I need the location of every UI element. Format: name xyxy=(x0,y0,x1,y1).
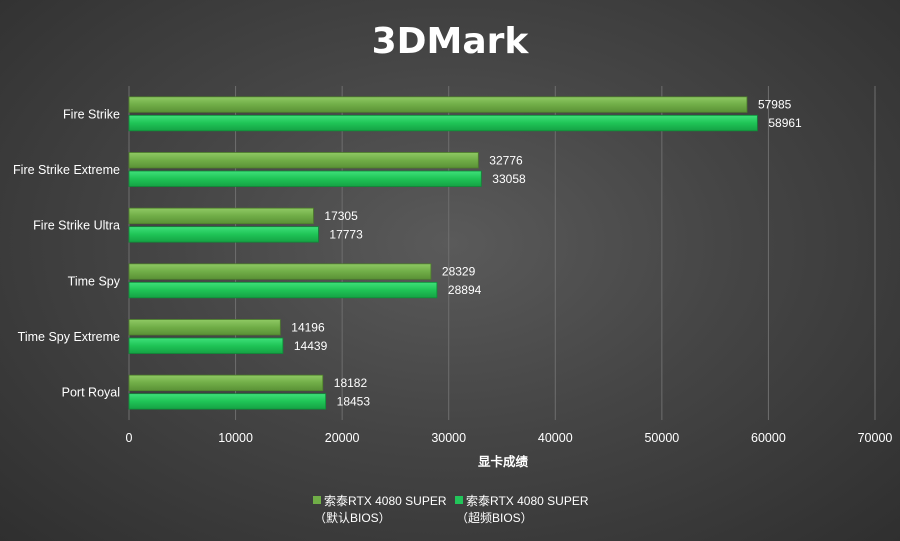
bars xyxy=(128,96,758,410)
x-tick-label: 60000 xyxy=(751,431,786,445)
bar-series-2 xyxy=(128,393,327,410)
value-label: 57985 xyxy=(758,98,792,112)
x-tick-label: 20000 xyxy=(325,431,360,445)
category-label: Fire Strike Ultra xyxy=(33,219,120,233)
bar-series-2 xyxy=(128,337,284,354)
category-label: Time Spy xyxy=(68,274,121,288)
bar-series-1 xyxy=(128,152,479,169)
value-label: 32776 xyxy=(489,153,523,167)
bar-series-1 xyxy=(128,263,432,280)
value-label: 28894 xyxy=(448,283,482,297)
category-label: Fire Strike Extreme xyxy=(13,163,120,177)
data-labels: 57985 58961 32776 33058 17305 17773 28329 28894… xyxy=(291,98,802,409)
bar-series-2 xyxy=(128,114,758,132)
value-label: 14439 xyxy=(294,339,328,353)
value-label: 18182 xyxy=(334,376,368,390)
x-tick-label: 70000 xyxy=(858,431,893,445)
bar-series-2 xyxy=(128,226,319,243)
value-label: 17773 xyxy=(329,227,363,241)
chart-title: 3DMark xyxy=(372,21,530,62)
x-tick-label: 50000 xyxy=(644,431,679,445)
bar-series-1 xyxy=(128,374,324,392)
legend-swatch xyxy=(313,496,321,504)
legend-label: 索泰RTX 4080 SUPER xyxy=(324,494,447,508)
legend-label-sub: （超频BIOS） xyxy=(456,510,533,525)
value-label: 28329 xyxy=(442,265,476,279)
x-tick-labels: 0 10000 20000 30000 40000 50000 60000 70000 xyxy=(126,431,893,445)
value-label: 33058 xyxy=(492,172,526,186)
category-label: Time Spy Extreme xyxy=(18,330,120,344)
x-tick-label: 40000 xyxy=(538,431,573,445)
value-label: 17305 xyxy=(324,209,358,223)
category-label: Fire Strike xyxy=(63,107,120,121)
legend-swatch xyxy=(455,496,463,504)
value-label: 14196 xyxy=(291,320,325,334)
bar-series-2 xyxy=(128,281,438,299)
x-tick-label: 10000 xyxy=(218,431,253,445)
bar-series-2 xyxy=(128,170,482,187)
bar-series-1 xyxy=(128,319,281,336)
category-label: Port Royal xyxy=(62,386,120,400)
bar-series-1 xyxy=(128,207,314,225)
x-axis-title: 显卡成绩 xyxy=(478,454,529,469)
category-labels: Fire Strike Fire Strike Extreme Fire Strik… xyxy=(13,107,121,399)
grid-lines xyxy=(128,86,876,420)
legend: 索泰RTX 4080 SUPER （默认BIOS） 索泰RTX 4080 SUPER… xyxy=(313,494,589,525)
bar-series-1 xyxy=(128,96,748,113)
x-tick-label: 0 xyxy=(126,431,133,445)
legend-label-sub: （默认BIOS） xyxy=(314,510,391,525)
x-tick-label: 30000 xyxy=(431,431,466,445)
legend-label: 索泰RTX 4080 SUPER xyxy=(466,494,589,508)
value-label: 18453 xyxy=(337,394,371,408)
value-label: 58961 xyxy=(768,116,802,130)
